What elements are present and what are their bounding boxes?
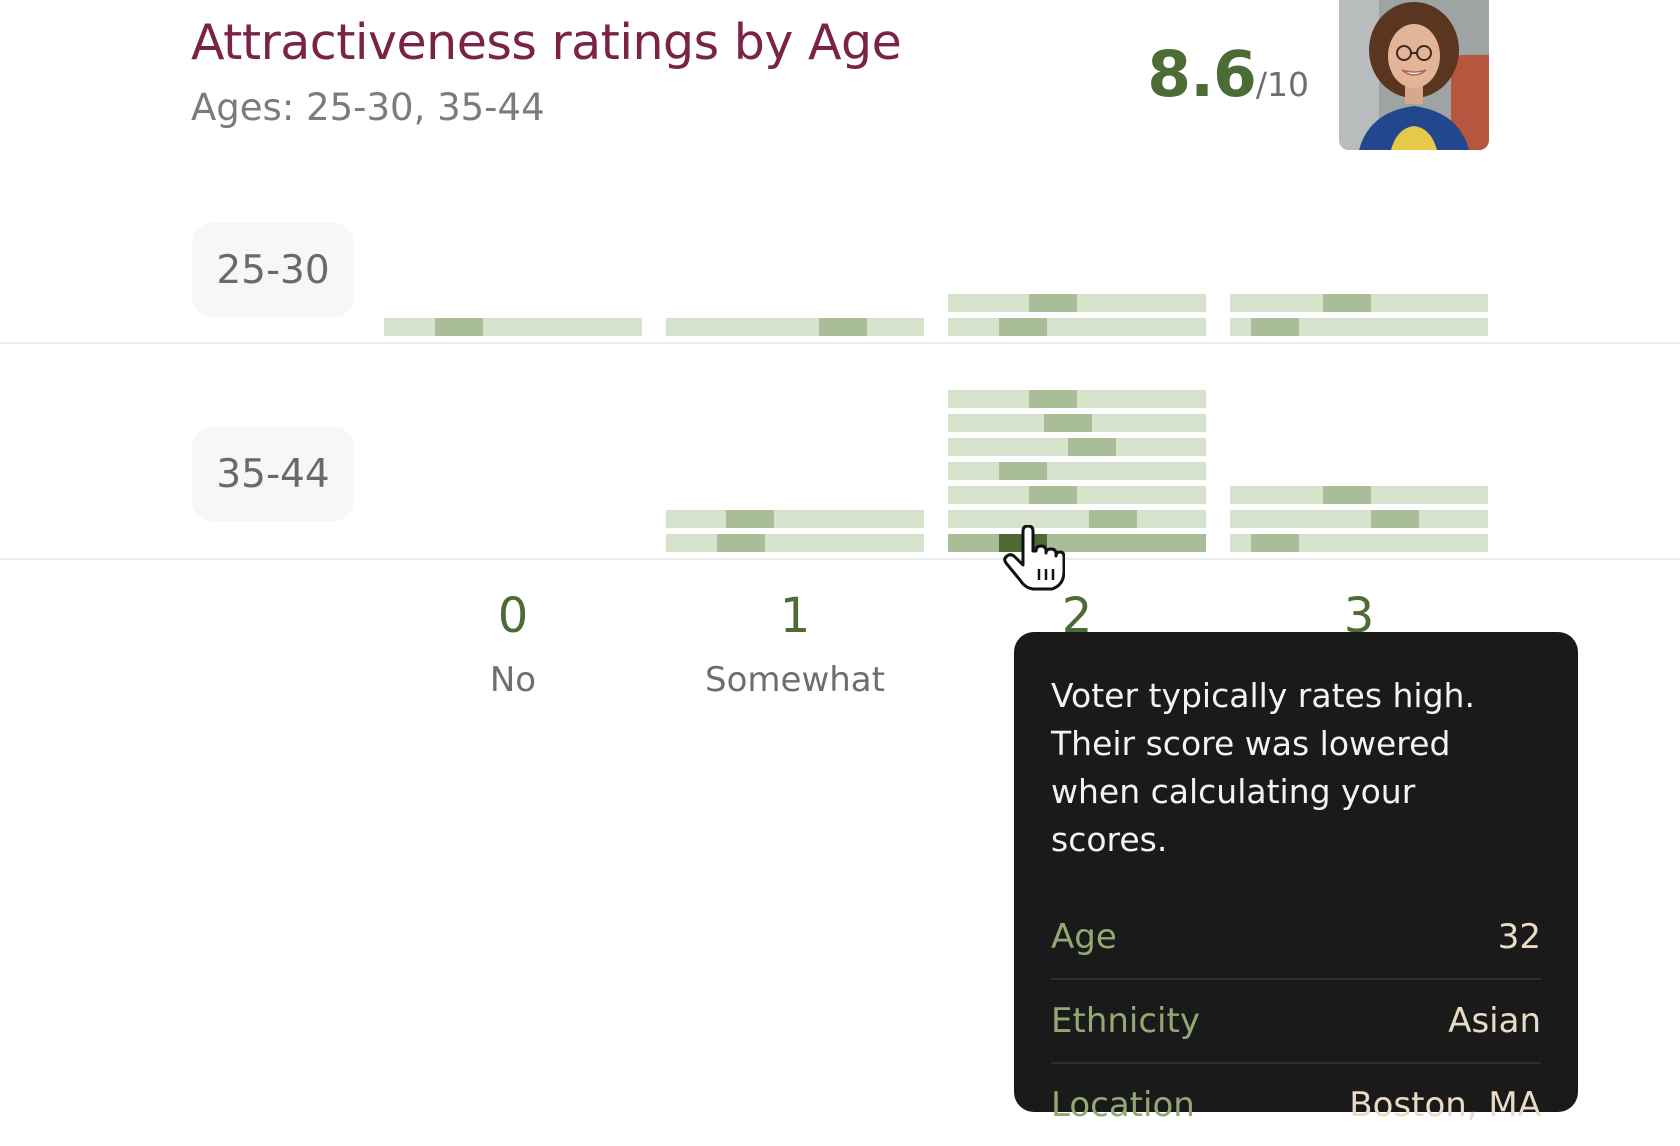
voter-rating-marker [1089, 510, 1137, 528]
voter-rating-bar[interactable] [948, 414, 1206, 432]
voter-rating-bar[interactable] [948, 294, 1206, 312]
tooltip-row-location: Location Boston, MA [1051, 1064, 1541, 1146]
rating-column-label: No [489, 660, 537, 700]
voter-rating-bar[interactable] [1230, 486, 1488, 504]
age-group-label-25-30: 25-30 [192, 223, 354, 317]
profile-photo-icon [1339, 0, 1489, 150]
tooltip-label: Location [1051, 1085, 1195, 1125]
voter-rating-marker [1323, 294, 1371, 312]
voter-rating-marker [1029, 486, 1077, 504]
tooltip-message: Voter typically rates high. Their score … [1051, 676, 1475, 859]
score-value: 8.6 [1147, 38, 1257, 111]
voter-rating-bar-hovered[interactable] [948, 534, 1206, 552]
voter-rating-marker [999, 462, 1047, 480]
voter-rating-bar[interactable] [1230, 510, 1488, 528]
tooltip-value: Boston, MA [1349, 1085, 1541, 1125]
voter-rating-bar[interactable] [948, 510, 1206, 528]
voter-rating-marker [1323, 486, 1371, 504]
profile-photo [1339, 0, 1489, 150]
voter-rating-marker [999, 318, 1047, 336]
voter-rating-bar[interactable] [948, 462, 1206, 480]
voter-rating-bar[interactable] [1230, 294, 1488, 312]
voter-rating-marker [1251, 534, 1299, 552]
voter-rating-marker [1029, 294, 1077, 312]
age-group-label-35-44: 35-44 [192, 427, 354, 521]
voter-rating-bar[interactable] [666, 534, 924, 552]
rating-column-label: Somewhat [705, 660, 885, 700]
axis-baseline [0, 558, 1680, 560]
voter-rating-marker [717, 534, 765, 552]
voter-rating-bar[interactable] [948, 318, 1206, 336]
voter-rating-marker [1068, 438, 1116, 456]
voter-rating-marker [1371, 510, 1419, 528]
voter-rating-bar[interactable] [948, 486, 1206, 504]
voter-rating-marker [435, 318, 483, 336]
voter-rating-bar[interactable] [1230, 318, 1488, 336]
tooltip-label: Age [1051, 917, 1117, 957]
voter-rating-marker [726, 510, 774, 528]
voter-rating-marker [1044, 414, 1092, 432]
group-divider [0, 342, 1680, 344]
voter-rating-bar[interactable] [666, 510, 924, 528]
tooltip-row-age: Age 32 [1051, 896, 1541, 980]
voter-rating-bar[interactable] [666, 318, 924, 336]
tooltip-value: Asian [1448, 1001, 1541, 1041]
voter-rating-marker [1029, 390, 1077, 408]
hand-pointer-icon [1003, 525, 1065, 591]
voter-rating-bar[interactable] [384, 318, 642, 336]
tooltip-details: Age 32 Ethnicity Asian Location Boston, … [1051, 896, 1541, 1146]
voter-rating-bar[interactable] [948, 390, 1206, 408]
voter-rating-marker [1251, 318, 1299, 336]
page-title: Attractiveness ratings by Age [191, 14, 902, 71]
voter-rating-bar[interactable] [1230, 534, 1488, 552]
tooltip-value: 32 [1497, 917, 1541, 957]
page-subtitle: Ages: 25-30, 35-44 [191, 86, 545, 129]
tooltip-label: Ethnicity [1051, 1001, 1200, 1041]
voter-rating-bar[interactable] [948, 438, 1206, 456]
overall-score: 8.6/10 [1147, 38, 1309, 111]
voter-tooltip: Voter typically rates high. Their score … [1014, 632, 1578, 1125]
voter-rating-marker [819, 318, 867, 336]
score-denominator: /10 [1255, 65, 1309, 104]
tooltip-row-ethnicity: Ethnicity Asian [1051, 980, 1541, 1064]
rating-column-number: 1 [779, 588, 811, 644]
rating-column-number: 0 [497, 588, 529, 644]
